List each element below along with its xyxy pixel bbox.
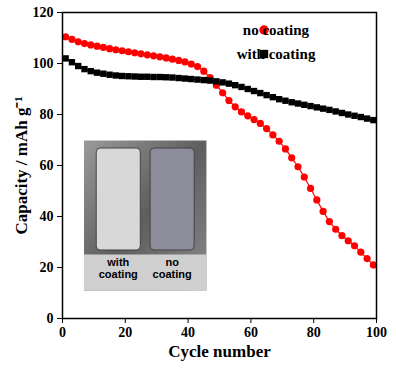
svg-text:60: 60 (244, 325, 258, 340)
svg-text:80: 80 (40, 107, 54, 122)
svg-text:60: 60 (40, 158, 54, 173)
svg-text:Capacity / mAh g⁻¹: Capacity / mAh g⁻¹ (12, 96, 31, 234)
svg-text:40: 40 (40, 209, 54, 224)
svg-text:no coating: no coating (243, 22, 310, 38)
svg-text:with coating: with coating (237, 46, 316, 62)
svg-text:0: 0 (59, 325, 66, 340)
svg-text:with: with (106, 256, 129, 268)
svg-text:coating: coating (99, 268, 138, 280)
svg-text:100: 100 (33, 56, 54, 71)
svg-text:Cycle number: Cycle number (168, 342, 271, 361)
svg-text:20: 20 (40, 260, 54, 275)
svg-text:40: 40 (181, 325, 195, 340)
svg-text:20: 20 (118, 325, 132, 340)
svg-text:100: 100 (366, 325, 387, 340)
svg-text:80: 80 (307, 325, 321, 340)
svg-text:120: 120 (33, 5, 54, 20)
svg-text:coating: coating (153, 268, 192, 280)
svg-text:0: 0 (47, 311, 54, 326)
svg-text:no: no (165, 256, 179, 268)
